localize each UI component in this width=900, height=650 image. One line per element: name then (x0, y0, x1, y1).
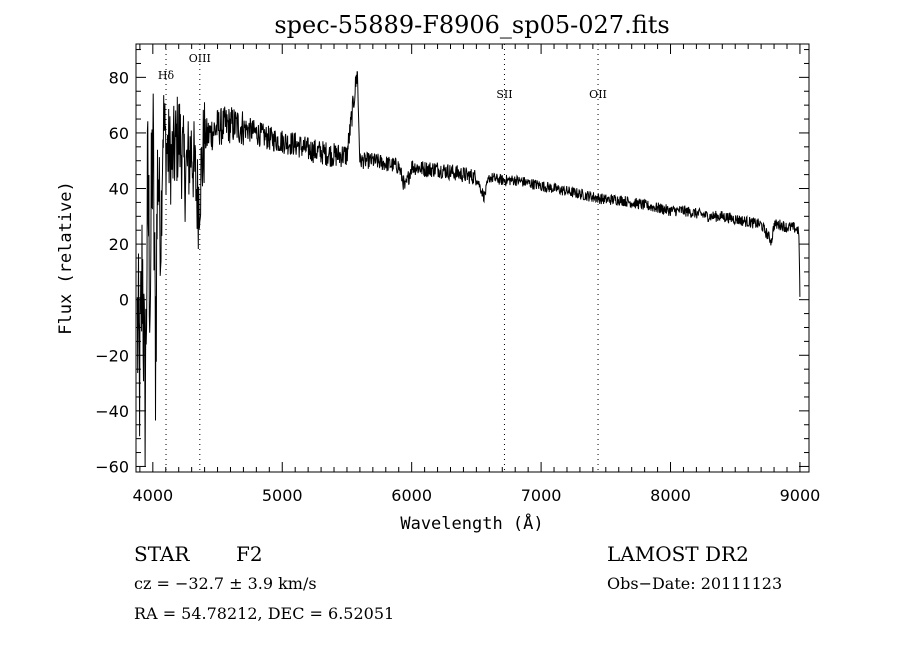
y-tick-label: 60 (109, 124, 129, 143)
observation-date: Obs−Date: 20111123 (607, 574, 783, 593)
plot-frame (135, 43, 810, 473)
y-tick-label: −40 (95, 402, 129, 421)
x-tick-label: 7000 (521, 486, 562, 505)
spectral-subclass: F2 (236, 542, 263, 566)
object-class: STAR (134, 542, 190, 566)
line-marker-label: OIII (189, 52, 211, 65)
sky-coordinates: RA = 54.78212, DEC = 6.52051 (134, 604, 395, 623)
x-tick-label: 8000 (650, 486, 691, 505)
y-tick-label: 0 (119, 291, 129, 310)
chart-title: spec-55889-F8906_sp05-027.fits (274, 11, 669, 39)
y-tick-label: −60 (95, 457, 129, 476)
y-tick-label: 20 (109, 235, 129, 254)
redshift-velocity: cz = −32.7 ± 3.9 km/s (134, 574, 317, 593)
y-axis-label: Flux (relative) (56, 181, 76, 335)
x-tick-label: 9000 (780, 486, 821, 505)
tick-labels: 4000 5000 6000 7000 8000 9000 −60 −40 −20 0 20 40 60… (95, 52, 820, 505)
line-marker-label: Hδ (158, 69, 175, 82)
x-tick-label: 4000 (132, 486, 173, 505)
y-tick-label: 40 (109, 180, 129, 199)
line-marker-layer (165, 44, 599, 472)
x-tick-label: 5000 (262, 486, 303, 505)
survey-label: LAMOST DR2 (607, 542, 749, 566)
line-marker-label: OII (589, 88, 607, 101)
y-tick-label: 80 (109, 68, 129, 87)
x-tick-label: 6000 (391, 486, 432, 505)
x-axis-label: Wavelength (Å) (400, 512, 543, 534)
y-tick-label: −20 (95, 346, 129, 365)
axis-ticks (136, 44, 809, 472)
line-marker-label: SII (496, 88, 512, 101)
spectrum-line (136, 71, 801, 467)
